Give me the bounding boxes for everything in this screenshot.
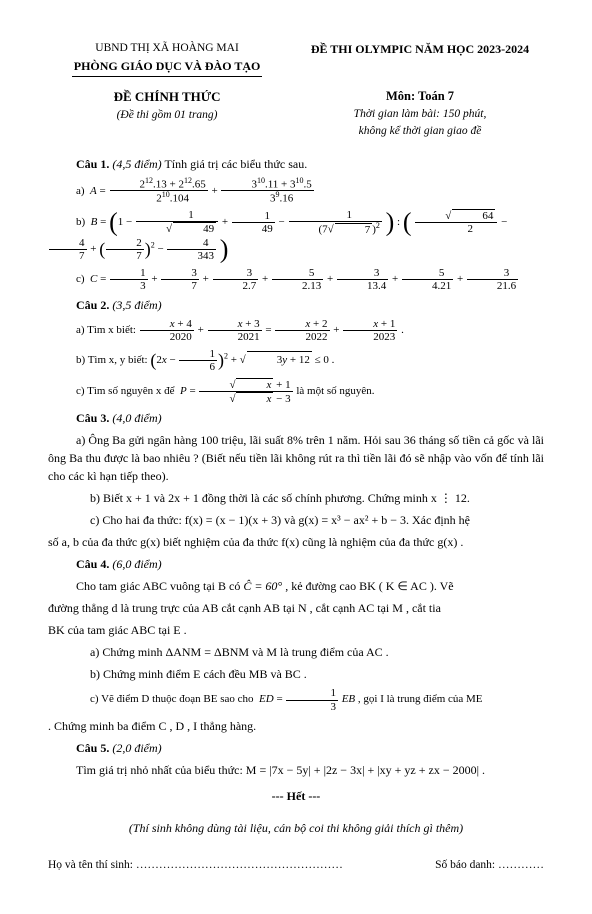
cau3-label: Câu 3. [76,411,109,425]
time-2: không kể thời gian giao đề [296,123,544,140]
cau4-c1: c) Vẽ điểm D thuộc đoạn BE sao cho [90,694,254,706]
cau4-p2: đường thẳng d là trung trực của AB cắt c… [48,599,544,617]
cau3-c2: số a, b của đa thức g(x) biết nghiệm của… [48,533,544,551]
org-line-2: PHÒNG GIÁO DỤC VÀ ĐÀO TẠO [72,57,263,77]
sign-name: Họ và tên thí sinh: ……………………………………………… [48,857,343,874]
title-row: ĐỀ CHÍNH THỨC (Đề thi gồm 01 trang) Môn:… [48,87,544,140]
cau3-b: b) Biết x + 1 và 2x + 1 đồng thời là các… [48,489,544,507]
cau2-a: a) Tìm x biết: x + 42020 + x + 32021 = x… [48,318,544,343]
header: UBND THỊ XÃ HOÀNG MAI PHÒNG GIÁO DỤC VÀ … [48,40,544,77]
exam-title: ĐỀ THI OLYMPIC NĂM HỌC 2023-2024 [296,40,544,58]
angle-c: Ĉ = 60° [243,579,282,593]
cau2-label: Câu 2. [76,298,109,312]
cau4-pts: (6,0 điểm) [112,557,161,571]
cau4-p3: BK của tam giác ABC tại E . [48,621,544,639]
time-1: Thời gian làm bài: 150 phút, [296,106,544,123]
cau2-c: c) Tìm số nguyên x để P = √x + 1√x − 3 l… [48,378,544,405]
cau2-pts: (3,5 điểm) [112,298,161,312]
cau1-a: a) A = 212.13 + 212.65210.104 + 310.11 +… [48,177,544,206]
cau5-stem: Tìm giá trị nhỏ nhất của biểu thức: M = … [48,761,544,779]
cau4-p1: Cho tam giác ABC vuông tại B có Ĉ = 60° … [48,577,544,595]
cau2-c-stem: c) Tìm số nguyên x để [76,385,174,397]
org-line-1: UBND THỊ XÃ HOÀNG MAI [48,40,286,57]
cau1-head: Câu 1. (4,5 điểm) Tính giá trị các biểu … [48,155,544,173]
cau4-c2: , gọi I là trung điểm của ME [358,694,483,706]
cau3-c1: c) Cho hai đa thức: f(x) = (x − 1)(x + 3… [48,511,544,529]
cau1-b: b) B = (1 − 1√49 + 149 − 1(7√7)2 ) : ( √… [48,209,544,263]
title-right: Môn: Toán 7 Thời gian làm bài: 150 phút,… [296,87,544,140]
content: Câu 1. (4,5 điểm) Tính giá trị các biểu … [48,155,544,874]
cau2-b-stem: b) Tìm x, y biết: [76,354,148,366]
cau1-label: Câu 1. [76,157,109,171]
cau1-pts: (4,5 điểm) [112,157,161,171]
cau1-stem: Tính giá trị các biểu thức sau. [164,157,307,171]
footer-note: (Thí sinh không dùng tài liệu, cán bộ co… [48,819,544,837]
sign-sbd: Số báo danh: ………… [435,857,544,874]
cau2-c-tail: là một số nguyên. [296,385,374,397]
de-chinh-thuc: ĐỀ CHÍNH THỨC [48,87,286,107]
het: --- Hết --- [48,787,544,805]
cau4-head: Câu 4. (6,0 điểm) [48,555,544,573]
title-left: ĐỀ CHÍNH THỨC (Đề thi gồm 01 trang) [48,87,286,140]
cau2-b: b) Tìm x, y biết: (2x − 16)2 + √3y + 12 … [48,347,544,374]
cau3-head: Câu 3. (4,0 điểm) [48,409,544,427]
mon: Môn: Toán 7 [296,87,544,106]
cau5-label: Câu 5. [76,741,109,755]
cau4-c: c) Vẽ điểm D thuộc đoạn BE sao cho ED = … [48,687,544,712]
cau4-p1a: Cho tam giác ABC vuông tại B có [76,579,240,593]
de-sub: (Đề thi gồm 01 trang) [48,107,286,124]
cau2-a-stem: a) Tìm x biết: [76,324,136,336]
cau1-c: c) C = 13 + 37 + 32.7 + 52.13 + 313.4 + … [48,267,544,292]
cau3-pts: (4,0 điểm) [112,411,161,425]
cau5-head: Câu 5. (2,0 điểm) [48,739,544,757]
header-left: UBND THỊ XÃ HOÀNG MAI PHÒNG GIÁO DỤC VÀ … [48,40,286,77]
cau4-a: a) Chứng minh ΔANM = ΔBNM và M là trung … [48,643,544,661]
cau4-b: b) Chứng minh điểm E cách đều MB và BC . [48,665,544,683]
cau2-head: Câu 2. (3,5 điểm) [48,296,544,314]
cau4-p1b: , kẻ đường cao BK ( K ∈ AC ). Vẽ [285,579,453,593]
cau4-label: Câu 4. [76,557,109,571]
cau5-pts: (2,0 điểm) [112,741,161,755]
cau4-cm: . Chứng minh ba điểm C , D , I thẳng hàn… [48,717,544,735]
cau3-a: a) Ông Ba gửi ngân hàng 100 triệu, lãi s… [48,431,544,485]
sign-row: Họ và tên thí sinh: ……………………………………………… S… [48,857,544,874]
